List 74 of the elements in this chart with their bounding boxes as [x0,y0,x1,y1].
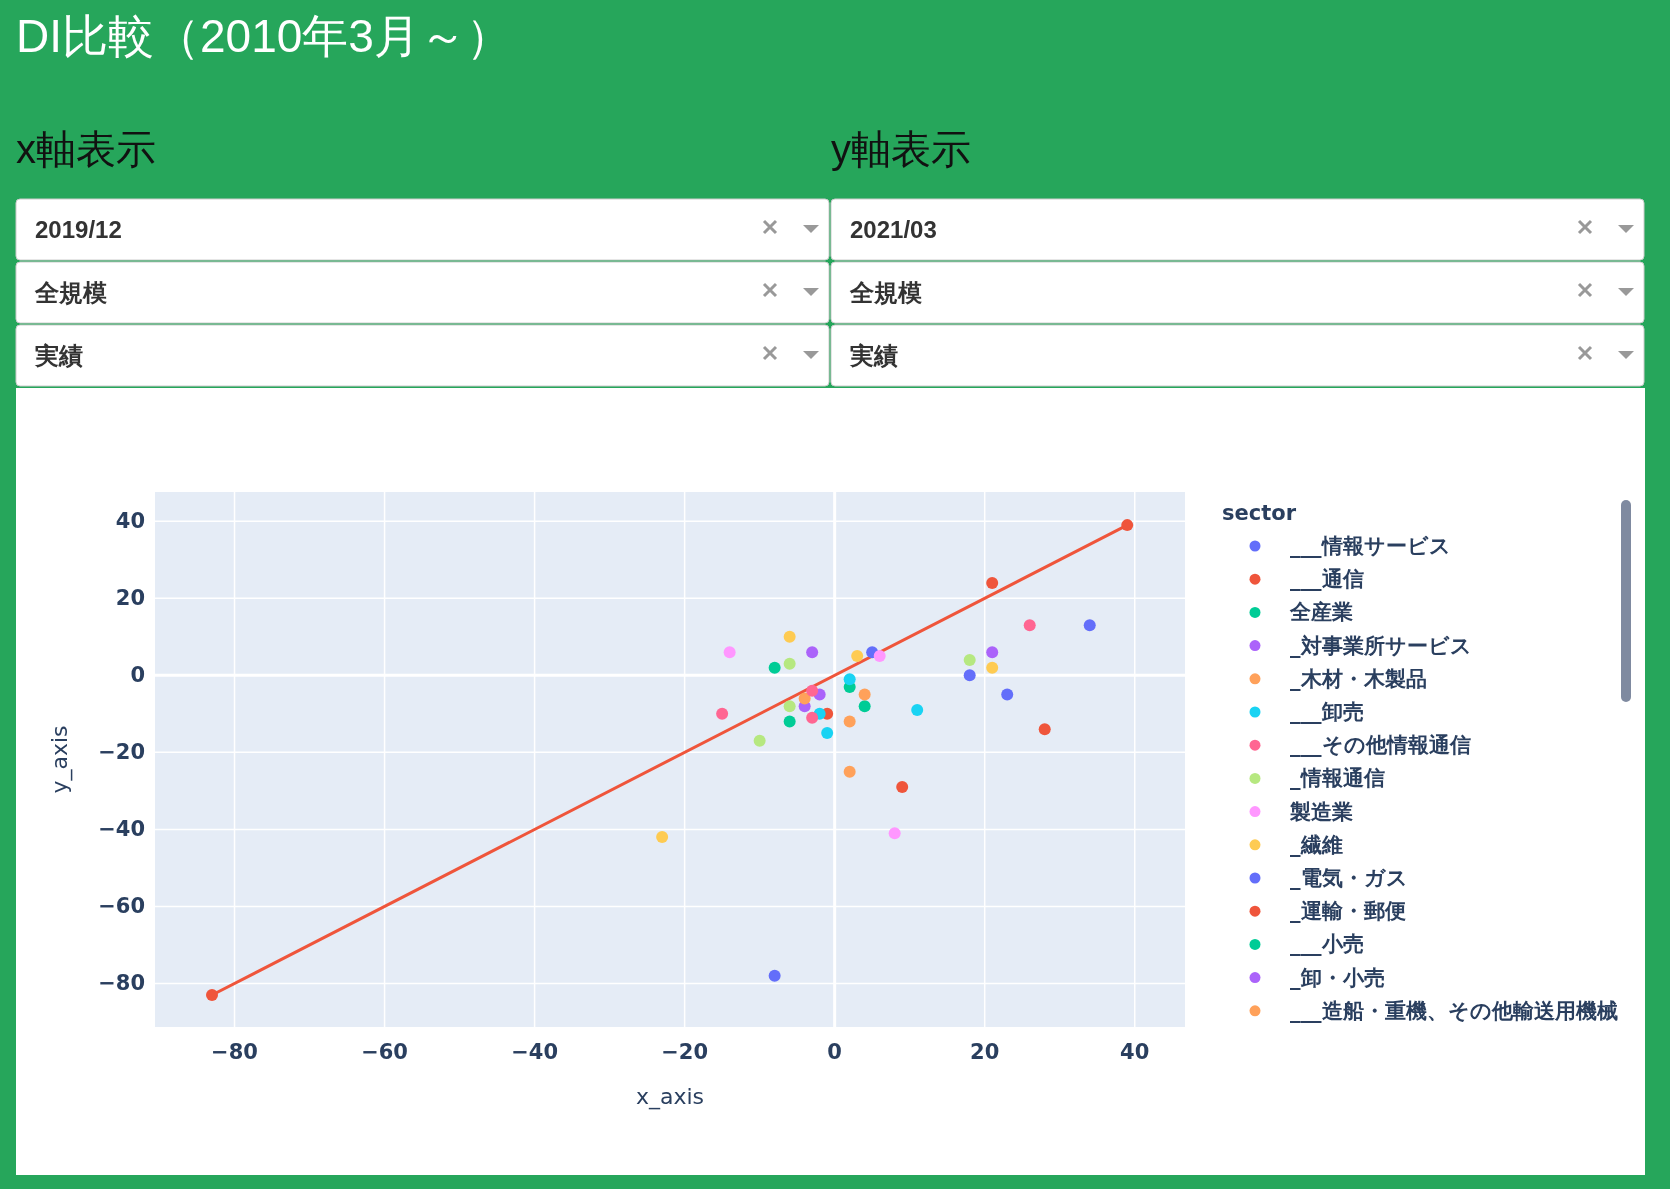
point [768,969,781,982]
point [986,661,999,674]
point [716,707,729,720]
point [851,650,864,663]
x-tick-label: −20 [661,1040,709,1064]
legend-label: _木材・木製品 [1290,666,1427,691]
dropdown: 全規模 [15,261,830,324]
y-tick-label: −20 [98,740,145,765]
legend-label: _運輸・郵便 [1290,899,1406,924]
legend-label: 全産業 [1289,600,1353,625]
point [768,661,781,674]
x-axis-title: x_axis [635,1084,705,1110]
point [858,688,871,701]
point [963,653,976,666]
point [821,727,834,740]
legend-label: _対事業所サービス [1290,633,1472,658]
point [783,700,796,713]
point [1023,619,1036,632]
point [843,765,856,778]
x-tick-label: −60 [361,1040,408,1064]
point [888,827,901,840]
y-axis-title: y_axis [47,725,73,794]
dropdown: 2019/12 [15,198,830,261]
legend-label: 製造業 [1289,799,1353,824]
point [843,673,856,686]
dropdown: 実績 [830,324,1645,387]
dropdown: 実績 [15,324,830,387]
x-tick-label: 0 [827,1040,842,1064]
legend-label: ___情報サービス [1290,534,1451,558]
point [753,734,766,747]
legend-label: ___造船・重機、その他輸送用機械 [1290,998,1618,1023]
y-tick-label: 0 [130,663,145,688]
dropdown: 全規模 [830,261,1645,324]
point [1121,519,1134,532]
point [1001,688,1014,701]
point [206,989,219,1002]
dropdown: 2021/03 [830,198,1645,261]
legend-label: ___卸売 [1290,700,1364,724]
point [656,831,669,844]
point [783,657,796,670]
point [873,650,886,663]
point [783,630,796,643]
point [798,692,811,705]
legend-label: _電気・ガス [1290,866,1408,890]
y-tick-label: −80 [98,971,145,996]
chart-title: DI比較（2010年3月～） [16,10,512,62]
x-tick-label: −80 [211,1040,258,1064]
legend-label: ___その他情報通信 [1290,733,1471,758]
y-tick-label: 20 [115,586,145,611]
point [986,646,999,659]
text: x軸表示 [16,127,156,171]
legend-label: ___通信 [1290,567,1364,592]
legend-title: sector [1222,501,1297,525]
y-tick-label: 40 [115,509,145,534]
point [806,646,819,659]
point [858,700,871,713]
point [843,715,856,728]
point [806,684,819,697]
x-tick-label: −40 [511,1040,559,1064]
legend-label: _繊維 [1290,832,1343,857]
point [911,704,924,717]
point [963,669,976,682]
legend-label: _情報通信 [1290,766,1385,791]
legend-label: ___小売 [1290,932,1364,957]
point [1083,619,1096,632]
legend-label: _卸・小売 [1290,965,1385,990]
text: y軸表示 [831,127,971,171]
point [723,646,736,659]
x-tick-label: 40 [1120,1040,1150,1064]
point [783,715,796,728]
x-tick-label: 20 [970,1040,1000,1064]
y-tick-label: −60 [98,894,145,919]
y-tick-label: −40 [98,817,145,842]
point [806,711,819,724]
